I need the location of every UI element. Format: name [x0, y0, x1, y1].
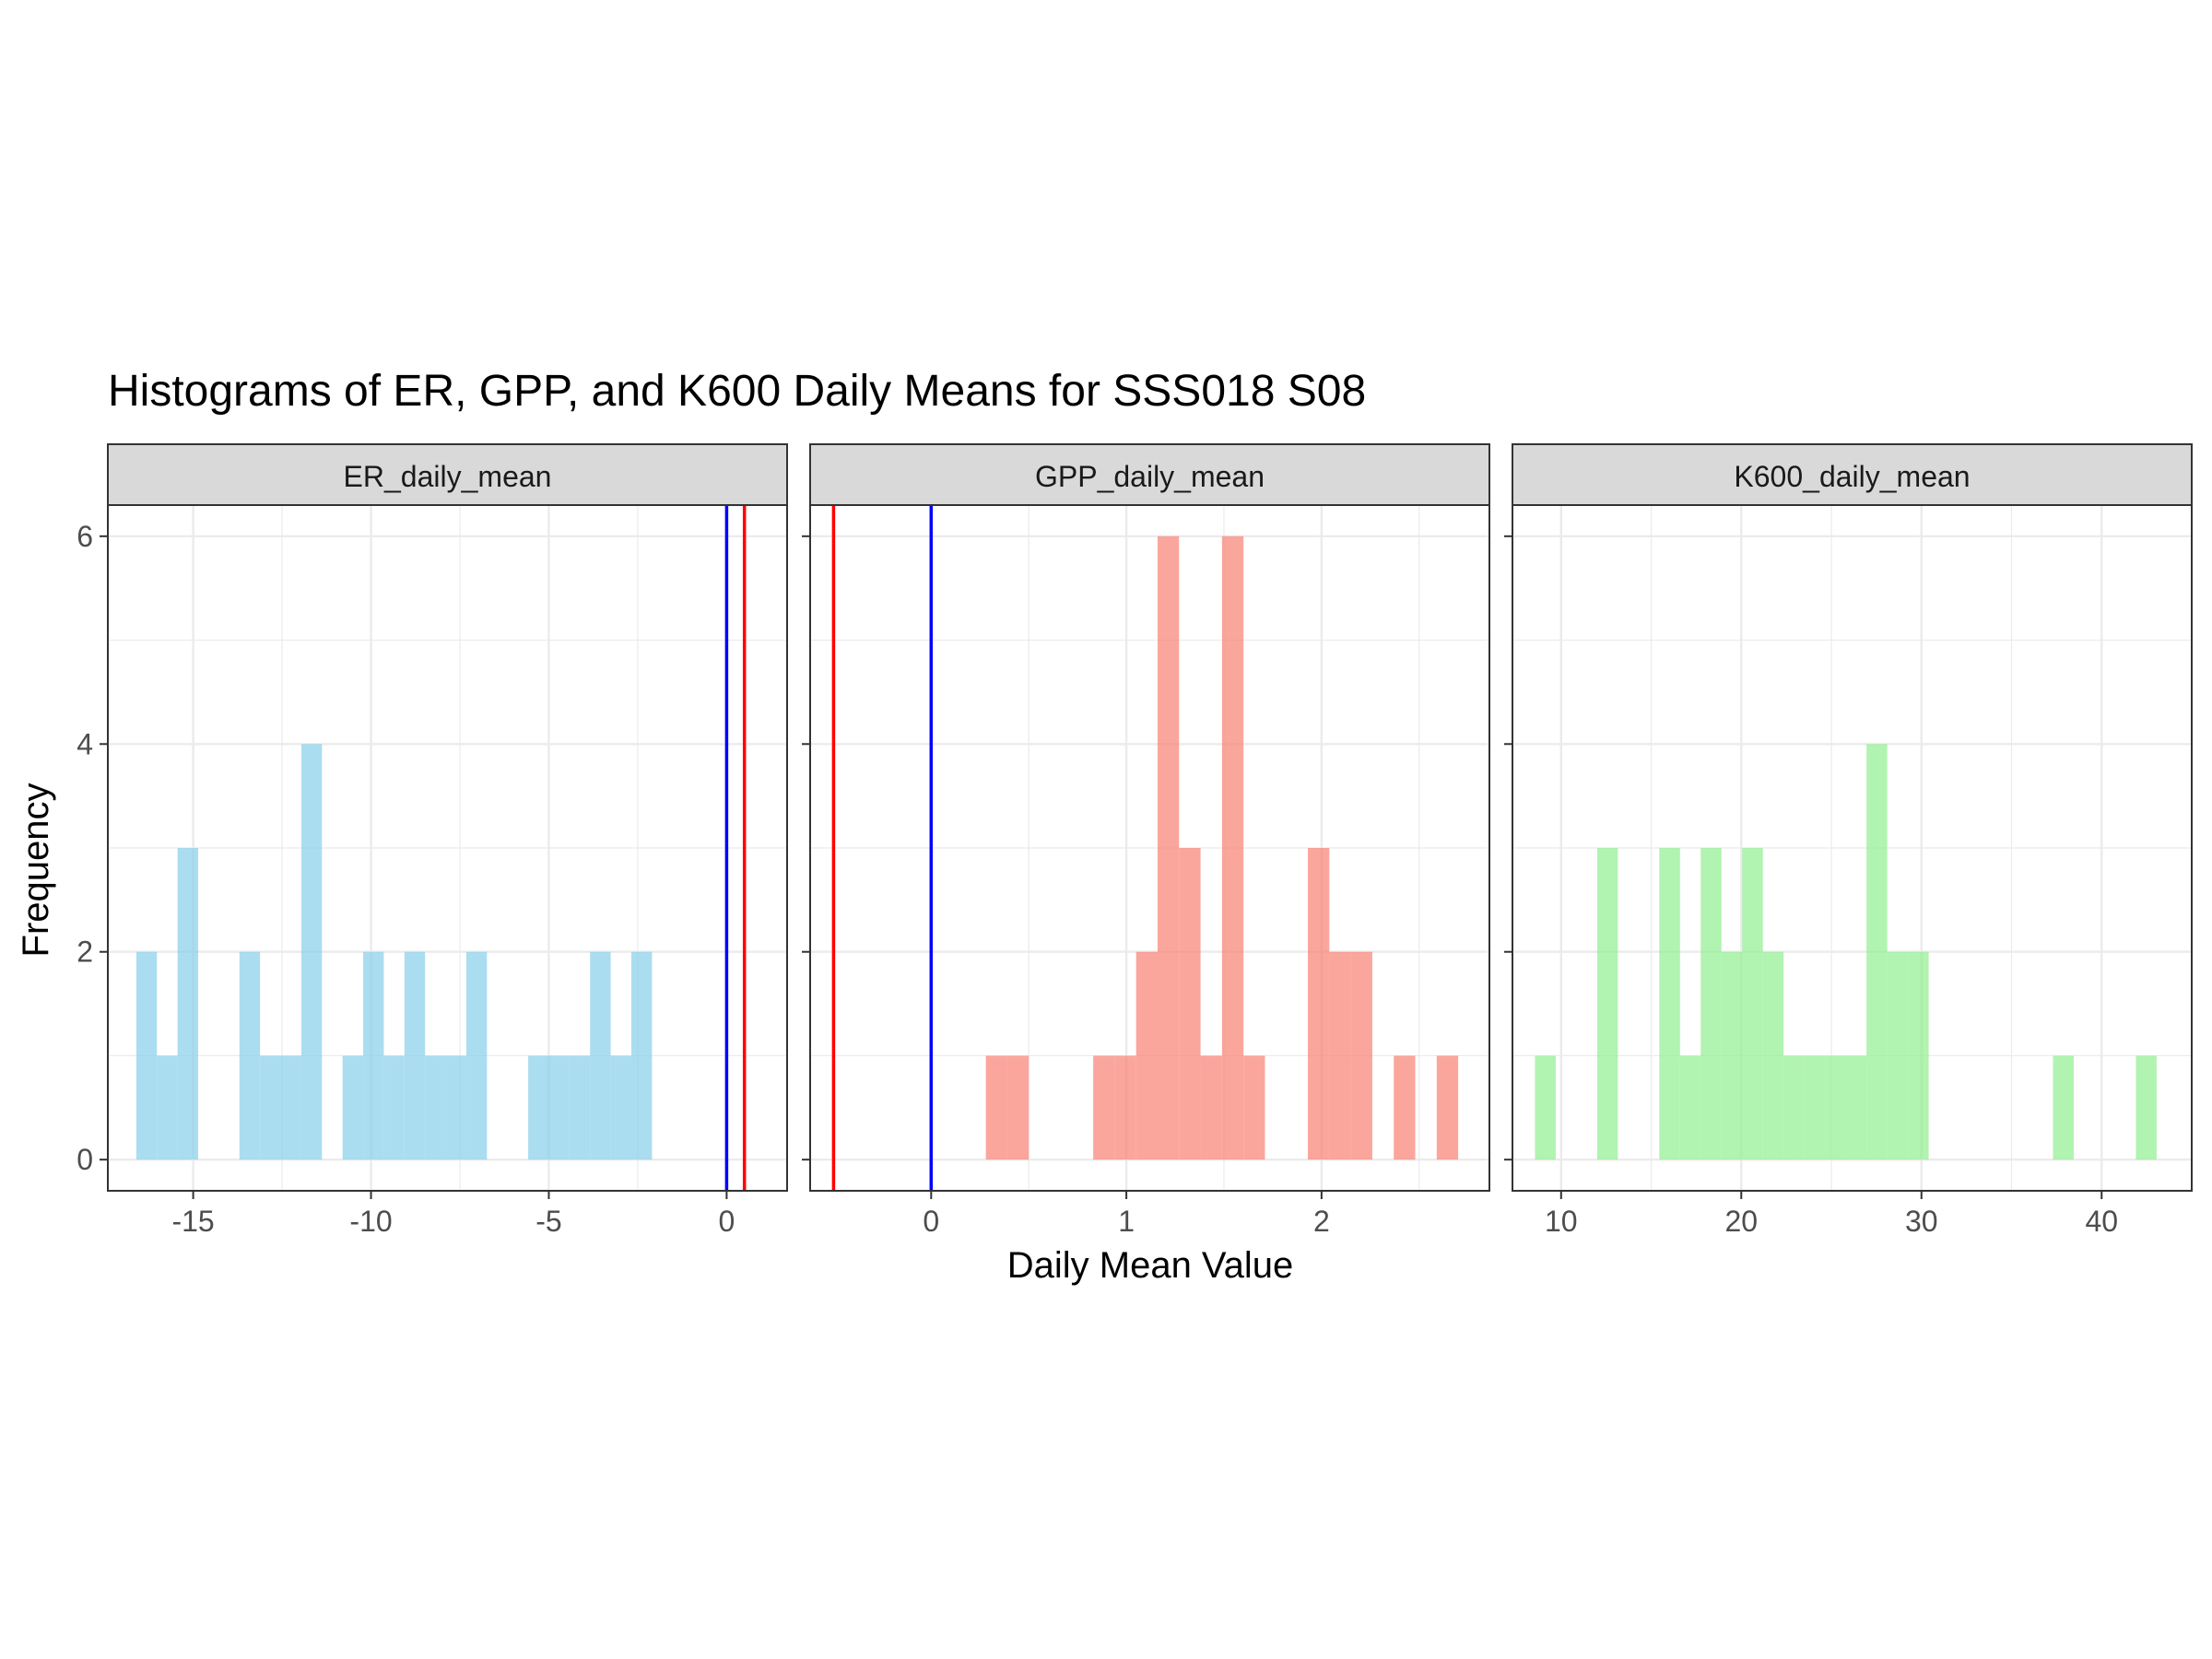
histogram-bar: [363, 951, 384, 1160]
facet-strip-label: ER_daily_mean: [344, 460, 552, 493]
x-tick-label: 20: [1724, 1205, 1758, 1238]
x-tick-label: -10: [349, 1205, 392, 1238]
histogram-bar: [590, 951, 611, 1160]
histogram-bar: [404, 951, 426, 1160]
histogram-bar: [1742, 848, 1763, 1160]
histogram-bar: [1006, 1055, 1030, 1160]
histogram-bar: [1179, 848, 1201, 1160]
histogram-bar: [1200, 1055, 1222, 1160]
histogram-bar: [1762, 951, 1784, 1160]
histogram-bar: [465, 951, 488, 1160]
histogram-bar: [1436, 1055, 1459, 1160]
histogram-bar: [1114, 1055, 1136, 1160]
x-axis-title: Daily Mean Value: [1007, 1245, 1294, 1286]
histogram-bar: [1329, 951, 1351, 1160]
histogram-bar: [1093, 1055, 1115, 1160]
x-tick-label: 10: [1545, 1205, 1578, 1238]
facet-panel-K600_daily_mean: K600_daily_mean 10 20 30 40: [1504, 443, 2193, 1238]
histogram-bar: [1845, 1055, 1867, 1160]
x-tick-label: 40: [2085, 1205, 2118, 1238]
histogram-bar: [1308, 848, 1330, 1160]
histogram-bar: [1700, 848, 1722, 1160]
x-tick-label: -5: [535, 1205, 561, 1238]
histogram-bar: [1596, 848, 1618, 1160]
histogram-bar: [280, 1055, 301, 1160]
histogram-bar: [157, 1055, 178, 1160]
histogram-bar: [569, 1055, 591, 1160]
facet-strip-label: K600_daily_mean: [1734, 460, 1970, 493]
histogram-bar: [1659, 848, 1680, 1160]
x-tick-label: 1: [1118, 1205, 1135, 1238]
panel-border: [809, 504, 1490, 1192]
x-tick-label: 30: [1905, 1205, 1938, 1238]
histogram-bar: [2136, 1055, 2157, 1160]
x-tick-label: 0: [719, 1205, 735, 1238]
histogram-bar: [630, 951, 653, 1160]
histogram-bar: [985, 1055, 1007, 1160]
histogram-bar: [445, 1055, 466, 1160]
histogram-bar: [1721, 951, 1743, 1160]
histogram-bar: [1804, 1055, 1826, 1160]
histogram-bar: [1887, 951, 1909, 1160]
histogram-bar: [1394, 1055, 1416, 1160]
histogram-bar: [239, 951, 261, 1160]
histogram-bar: [1535, 1055, 1556, 1160]
x-tick-label: 0: [923, 1205, 939, 1238]
histogram-bar: [1908, 951, 1929, 1160]
facet-strip: [1512, 443, 2193, 506]
histogram-bar: [1221, 535, 1244, 1160]
histogram-bar: [1679, 1055, 1701, 1160]
histogram-bar: [425, 1055, 446, 1160]
y-axis-title: Frequency: [16, 783, 56, 958]
y-tick-label: 4: [76, 727, 93, 760]
facet-strip: [107, 443, 788, 506]
chart-title: Histograms of ER, GPP, and K600 Daily Me…: [108, 367, 1366, 416]
facet-panels: ER_daily_mean -15 -10 -5 0 0 2 4 6 GPP_daily_mean…: [76, 443, 2193, 1238]
histogram-bar: [177, 848, 199, 1160]
panel-border: [1512, 504, 2193, 1192]
histogram-bar: [260, 1055, 281, 1160]
facet-strip: [809, 443, 1490, 506]
histogram-bar: [1157, 535, 1180, 1160]
histogram-bar: [528, 1055, 549, 1160]
histogram-bar: [1350, 951, 1372, 1160]
facet-strip-label: GPP_daily_mean: [1035, 460, 1265, 493]
y-tick-label: 2: [76, 935, 93, 969]
x-tick-label: 2: [1313, 1205, 1330, 1238]
histogram-bar: [300, 744, 323, 1160]
histogram-bar: [610, 1055, 631, 1160]
histogram-bar: [1243, 1055, 1265, 1160]
x-tick-label: -15: [171, 1205, 214, 1238]
histogram-bar: [135, 951, 158, 1160]
histogram-bar: [342, 1055, 364, 1160]
histogram-bar: [1825, 1055, 1846, 1160]
histogram-bar: [383, 1055, 405, 1160]
histogram-bar: [548, 1055, 570, 1160]
facet-panel-GPP_daily_mean: GPP_daily_mean 0 1 2: [802, 443, 1490, 1238]
facet-panel-ER_daily_mean: ER_daily_mean -15 -10 -5 0 0 2 4 6: [76, 443, 788, 1238]
y-tick-label: 6: [76, 520, 93, 553]
histogram-bar: [1135, 951, 1158, 1160]
histogram-bar: [1866, 744, 1888, 1160]
y-tick-label: 0: [76, 1143, 93, 1176]
histogram-bar: [1783, 1055, 1805, 1160]
histogram-bar: [2053, 1055, 2074, 1160]
panel-border: [107, 504, 788, 1192]
